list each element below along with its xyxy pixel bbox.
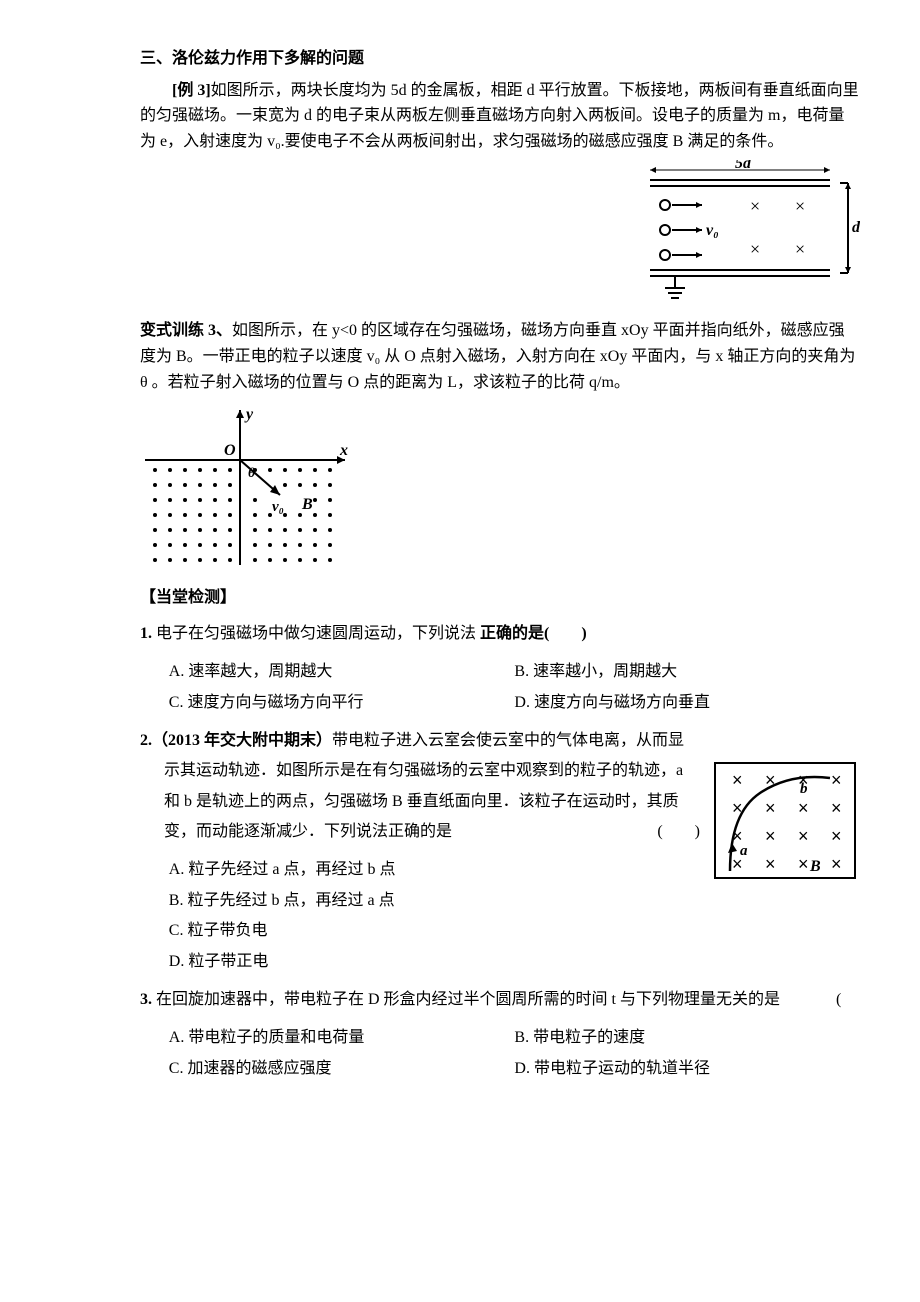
q3-stem: 在回旋加速器中，带电粒子在 D 形盒内经过半个圆周所需的时间 t 与下列物理量无… [156,991,780,1008]
svg-text:×: × [831,798,842,818]
question-1: 1. 电子在匀强磁场中做匀速圆周运动，下列说法 正确的是( ) [140,619,860,649]
q2-stem-b: 变，而动能逐渐减少．下列说法正确的是 [164,823,452,840]
svg-text:B: B [301,496,313,513]
q1-opt-a: A. 速率越大，周期越大 [169,657,515,687]
example3-para: [例 3]如图所示，两块长度均为 5d 的金属板，相距 d 平行放置。下板接地，… [140,78,860,155]
svg-text:y: y [244,406,254,423]
q1-opt-c: C. 速度方向与磁场方向平行 [169,688,515,718]
svg-text:b: b [800,781,808,797]
question-3: 3. 在回旋加速器中，带电粒子在 D 形盒内经过半个圆周所需的时间 t 与下列物… [140,985,860,1015]
example3-label: [例 3] [172,82,211,99]
svg-text:v₀: v₀ [706,222,719,239]
figure-xoy: y x O θ v₀ B [140,405,860,575]
q1-correct-label: 正确的是( ) [480,625,587,642]
q2-opt-b: B. 粒子先经过 b 点，再经过 a 点 [169,886,860,916]
q3-options: A. 带电粒子的质量和电荷量 B. 带电粒子的速度 C. 加速器的磁感应强度 D… [169,1023,860,1084]
variation3-label: 变式训练 3、 [140,322,232,339]
svg-text:a: a [740,843,748,859]
variation3-para: 变式训练 3、如图所示，在 y<0 的区域存在匀强磁场，磁场方向垂直 xOy 平… [140,318,860,395]
q3-opt-d: D. 带电粒子运动的轨道半径 [514,1054,860,1084]
test-heading: 【当堂检测】 [140,585,860,611]
svg-text:×: × [765,826,776,846]
svg-text:×: × [795,239,805,259]
q2-num: 2. [140,732,152,749]
q2-src: （2013 年交大附中期末） [152,732,332,749]
svg-text:×: × [798,826,809,846]
q1-options: A. 速率越大，周期越大 B. 速率越小，周期越大 C. 速度方向与磁场方向平行… [169,657,860,718]
svg-text:×: × [795,196,805,216]
q3-opt-b: B. 带电粒子的速度 [514,1023,860,1053]
q1-num: 1. [140,625,152,642]
svg-text:×: × [798,854,809,874]
svg-text:O: O [224,442,236,459]
svg-text:×: × [831,854,842,874]
svg-text:×: × [798,798,809,818]
svg-text:×: × [831,770,842,790]
svg-text:×: × [765,854,776,874]
figure-plates: 5d d v₀ × × × × [630,160,860,310]
q3-opt-c: C. 加速器的磁感应强度 [169,1054,515,1084]
q3-num: 3. [140,991,152,1008]
q1-opt-b: B. 速率越小，周期越大 [514,657,860,687]
q3-opt-a: A. 带电粒子的质量和电荷量 [169,1023,515,1053]
q1-stem: 电子在匀强磁场中做匀速圆周运动，下列说法 [156,625,476,642]
svg-text:v₀: v₀ [272,499,284,515]
example3-text: 如图所示，两块长度均为 5d 的金属板，相距 d 平行放置。下板接地，两板间有垂… [140,82,859,150]
svg-text:5d: 5d [735,160,752,172]
svg-text:×: × [831,826,842,846]
q2-opt-c: C. 粒子带负电 [169,916,860,946]
variation3-text: 如图所示，在 y<0 的区域存在匀强磁场，磁场方向垂直 xOy 平面并指向纸外，… [140,322,855,390]
svg-text:B: B [809,858,821,875]
svg-text:×: × [750,196,760,216]
svg-text:d: d [852,219,860,236]
svg-text:x: x [339,442,348,459]
q2-opt-d: D. 粒子带正电 [169,947,860,977]
svg-text:×: × [732,770,743,790]
q2-paren: ( ) [681,817,700,847]
figure-cloud-chamber: ×××× ×××× ×××× ×××× a b B [710,758,860,883]
svg-text:×: × [765,798,776,818]
svg-text:×: × [750,239,760,259]
section3-title: 三、洛伦兹力作用下多解的问题 [140,46,860,72]
q1-opt-d: D. 速度方向与磁场方向垂直 [514,688,860,718]
